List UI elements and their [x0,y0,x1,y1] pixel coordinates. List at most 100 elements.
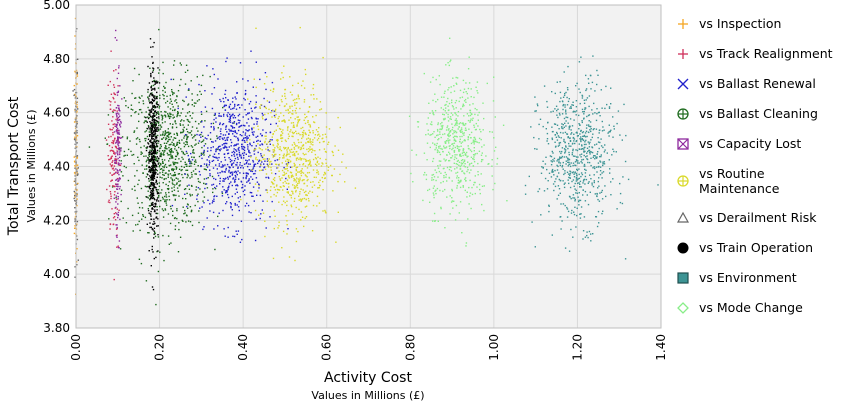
data-point [193,156,195,159]
data-point [162,216,165,218]
data-point [292,135,294,138]
data-point [571,153,573,156]
data-point [275,122,277,125]
data-point [571,132,573,134]
data-point [150,265,152,267]
data-point [153,185,155,187]
data-point [243,146,246,149]
data-point [578,88,580,90]
data-point [118,247,120,249]
data-point [110,195,112,197]
data-point [153,96,155,98]
data-point [178,139,180,142]
data-point [579,180,582,183]
data-point [452,114,454,116]
data-point [164,145,167,147]
data-point [76,130,78,132]
data-point [274,116,276,118]
data-point [563,148,566,150]
data-point [150,218,153,220]
data-point [561,113,564,115]
data-point [566,87,569,89]
data-point [152,190,155,192]
data-point [270,186,272,188]
data-point [455,107,457,109]
data-point [150,159,152,161]
data-point [583,154,585,157]
data-point [145,186,148,188]
data-point [564,106,566,108]
data-point [476,81,479,83]
data-point [157,270,160,273]
data-point [169,138,171,141]
data-point [565,109,567,111]
data-point [254,239,257,242]
data-point [131,188,133,190]
data-point [476,90,478,92]
data-point [187,104,189,106]
data-point [190,145,193,147]
data-point [225,169,227,171]
data-point [180,112,182,114]
data-point [259,164,262,166]
data-point [229,113,231,116]
data-point [155,180,158,182]
data-point [240,156,242,158]
data-point [195,161,197,163]
data-point [152,112,154,115]
data-point [140,187,143,190]
data-point [186,136,188,138]
data-point [309,162,311,165]
data-point [190,165,192,167]
data-point [327,166,330,168]
data-point [199,188,201,190]
data-point [593,180,595,182]
data-point [176,133,178,135]
data-point [317,137,320,140]
data-point [234,130,236,132]
data-point [433,194,435,196]
data-point [273,209,275,212]
data-point [248,134,251,137]
data-point [151,172,153,174]
data-point [295,173,297,175]
data-point [282,189,284,191]
data-point [438,145,440,148]
data-point [244,93,247,96]
data-point [243,137,245,139]
data-point [461,162,464,165]
data-point [76,75,79,77]
data-point [231,159,233,162]
data-point [130,115,132,117]
data-point [155,124,157,126]
data-point [125,105,127,107]
data-point [165,132,168,134]
data-point [182,128,184,131]
data-point [254,170,257,172]
data-point [211,141,213,143]
data-point [579,183,581,185]
data-point [287,127,289,129]
data-point [168,243,170,245]
data-point [172,169,174,171]
data-point [162,234,164,237]
data-point [183,100,185,103]
data-point [114,185,116,188]
data-point [445,112,448,114]
data-point [452,126,454,129]
data-point [189,177,191,179]
data-point [153,223,155,225]
data-point [239,125,241,128]
data-point [553,157,556,160]
data-point [322,134,324,136]
data-point [463,160,466,162]
data-point [300,200,302,202]
data-point [286,204,288,207]
data-point [292,84,294,87]
data-point [572,162,575,164]
data-point [299,191,301,193]
data-point [575,159,578,161]
data-point [171,155,173,157]
data-point [472,139,475,141]
data-point [169,157,171,160]
